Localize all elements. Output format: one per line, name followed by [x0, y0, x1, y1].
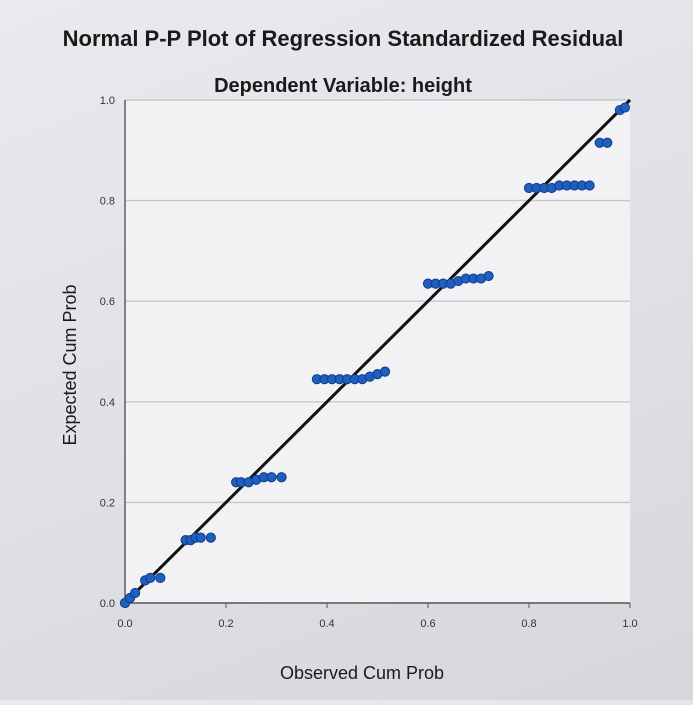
gridlines — [125, 99, 630, 504]
y-tick-label-2: 0.4 — [100, 397, 115, 409]
y-tick-label-3: 0.6 — [100, 296, 115, 308]
x-tick-label-2: 0.4 — [319, 618, 334, 630]
data-point-2 — [130, 587, 141, 599]
x-tick-label-3: 0.6 — [420, 618, 435, 630]
chart-title: Normal P-P Plot of Regression Standardiz… — [63, 26, 624, 51]
x-tick-label-0: 0.0 — [117, 618, 132, 630]
data-point-49 — [619, 102, 631, 113]
data-point-27 — [379, 366, 391, 377]
data-point-17 — [276, 472, 287, 483]
x-tick-label-4: 0.8 — [521, 618, 536, 630]
y-axis-label: Expected Cum Prob — [60, 284, 80, 445]
data-point-9 — [195, 532, 206, 543]
x-tick-label-5: 1.0 — [622, 618, 637, 630]
y-tick-label-5: 1.0 — [100, 95, 115, 107]
data-point-16 — [266, 472, 277, 483]
y-tick-labels: 0.0 0.2 0.4 0.6 0.8 1.0 — [100, 95, 115, 610]
axes — [124, 100, 630, 604]
x-tick-labels: 0.0 0.2 0.4 0.6 0.8 1.0 — [117, 603, 638, 630]
data-point-36 — [483, 270, 494, 282]
data-point-47 — [602, 137, 613, 148]
x-tick-label-1: 0.2 — [218, 618, 233, 630]
y-tick-label-1: 0.2 — [100, 497, 115, 509]
x-axis-label: Observed Cum Prob — [280, 663, 444, 683]
data-point-45 — [584, 180, 595, 191]
data-point-10 — [205, 532, 216, 543]
y-tick-label-0: 0.0 — [100, 598, 115, 610]
chart-subtitle: Dependent Variable: height — [214, 75, 472, 97]
y-tick-label-4: 0.8 — [100, 196, 115, 208]
scatter-points — [119, 102, 631, 609]
data-point-4 — [145, 572, 156, 583]
data-point-5 — [155, 572, 166, 583]
